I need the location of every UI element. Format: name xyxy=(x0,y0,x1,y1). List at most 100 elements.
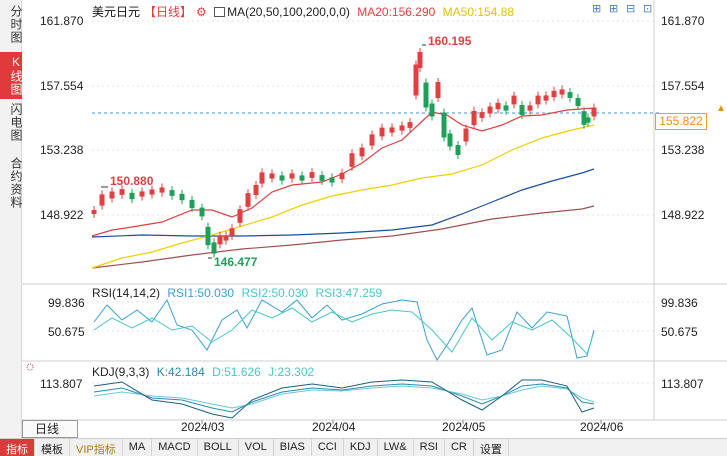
tab-rsi[interactable]: RSI xyxy=(414,439,445,456)
candle-body xyxy=(543,95,549,101)
right-axis-label: 148.922 xyxy=(661,208,705,222)
tab-cr[interactable]: CR xyxy=(445,439,474,456)
grid xyxy=(92,20,654,384)
kdj-settings-icon[interactable] xyxy=(26,363,34,371)
candle-body xyxy=(551,90,557,98)
candle-body xyxy=(91,210,97,214)
candle-body xyxy=(503,105,509,111)
candle-body xyxy=(407,122,413,128)
date-label: 2024/05 xyxy=(442,420,486,434)
candle-body xyxy=(149,189,155,195)
candle-body xyxy=(159,187,165,193)
candle-body xyxy=(205,226,211,246)
candle-body xyxy=(413,64,419,96)
candle-body xyxy=(329,177,335,183)
candle-body xyxy=(349,153,355,167)
candle-body xyxy=(585,117,591,123)
price-up-arrow-icon: ▲ xyxy=(716,103,726,114)
period-selector[interactable]: 日线 xyxy=(22,420,78,438)
tab-indicators[interactable]: 指标 xyxy=(0,439,35,456)
candle-body xyxy=(441,112,447,138)
kdj-legend: KDJ(9,3,3) K:42.184 D:51.626 J:23.302 xyxy=(92,365,318,379)
date-label: 2024/03 xyxy=(181,420,225,434)
tab-contract-info[interactable]: 合约资料 xyxy=(9,157,23,209)
tab-time-share[interactable]: 分时图 xyxy=(9,5,23,44)
tab-bias[interactable]: BIAS xyxy=(274,439,312,456)
rsi1-value: RSI1:50.030 xyxy=(167,286,235,300)
zoom-out-icon[interactable]: ⊟ xyxy=(626,3,636,15)
candle-body xyxy=(369,134,375,146)
candle-body xyxy=(591,107,597,117)
candle-body xyxy=(223,235,229,241)
kdj-k-line xyxy=(93,383,595,413)
right-axis-label: 157.554 xyxy=(661,79,705,93)
candle-body xyxy=(567,92,573,98)
kdj-k-value: K:42.184 xyxy=(156,365,205,379)
candle-body xyxy=(511,95,517,105)
candle-body xyxy=(339,172,345,180)
ma200-line xyxy=(91,205,595,269)
candle-body xyxy=(259,172,265,184)
zoom-in-icon[interactable]: ⊞ xyxy=(609,3,619,15)
ma20-value: MA20:156.290 xyxy=(357,5,436,19)
candle-body xyxy=(575,97,581,107)
candle-body xyxy=(217,235,223,245)
candle-body xyxy=(417,52,423,68)
rsi-right-axis: 99.836 xyxy=(661,296,698,310)
left-axis-label: 148.922 xyxy=(40,208,84,222)
tab-vol[interactable]: VOL xyxy=(239,439,274,456)
tab-lw[interactable]: LW& xyxy=(378,439,414,456)
crosshair-icon[interactable]: ⊞ xyxy=(592,3,602,15)
tab-templates[interactable]: 模板 xyxy=(35,439,70,456)
chart-canvas[interactable]: 160.195 150.880 146.477 2024/03 2024/04 … xyxy=(22,0,727,438)
tab-boll[interactable]: BOLL xyxy=(198,439,239,456)
candle-body xyxy=(463,128,469,142)
fullscreen-icon[interactable]: ⊡ xyxy=(643,3,653,15)
candle-body xyxy=(581,111,587,125)
left-high-annotation: 150.880 xyxy=(110,174,154,188)
date-label: 2024/06 xyxy=(580,420,624,434)
candle-body xyxy=(189,199,195,209)
tab-vip-indicators[interactable]: VIP指标 xyxy=(70,439,123,456)
indicator-tab-bar: 指标 模板 VIP指标 MA MACD BOLL VOL BIAS CCI KD… xyxy=(0,438,727,456)
tab-lightning[interactable]: 闪电图 xyxy=(9,103,23,142)
high-annotation: 160.195 xyxy=(428,34,472,48)
candle-body xyxy=(487,106,493,114)
right-axis-label: 161.870 xyxy=(661,14,705,28)
rsi-line-2 xyxy=(93,307,595,355)
candle-body xyxy=(269,173,275,179)
instrument-name: 美元日元 xyxy=(92,5,141,19)
tab-kdj[interactable]: KDJ xyxy=(344,439,378,456)
candlesticks xyxy=(91,48,597,258)
candle-body xyxy=(399,125,405,131)
rsi-label: RSI(14,14,2) xyxy=(92,286,161,300)
tab-kline[interactable]: K线图 xyxy=(0,52,23,99)
candle-body xyxy=(435,82,441,98)
kdj-d-value: D:51.626 xyxy=(212,365,261,379)
candle-body xyxy=(379,127,385,137)
ma20-line xyxy=(91,107,595,237)
left-rail: 分时图 K线图 闪电图 合约资料 xyxy=(0,0,23,438)
ma-legend: 美元日元 【日线】 ⚙ MA(20,50,100,200,0,0) MA20:156… xyxy=(92,3,518,20)
kdj-left-axis: 113.807 xyxy=(40,377,83,391)
tab-settings[interactable]: 设置 xyxy=(474,439,509,456)
tab-cci[interactable]: CCI xyxy=(312,439,344,456)
rsi2-value: RSI2:50.030 xyxy=(241,286,309,300)
ma-toggle-icon[interactable] xyxy=(214,7,226,17)
candle-body xyxy=(309,172,315,178)
candle-body xyxy=(359,147,365,157)
rsi3-value: RSI3:47.259 xyxy=(315,286,383,300)
rsi-left-axis: 99.836 xyxy=(48,296,85,310)
candle-body xyxy=(99,194,105,206)
candle-body xyxy=(279,175,285,181)
candle-body xyxy=(455,145,461,155)
candle-body xyxy=(253,185,259,195)
kdj-label: KDJ(9,3,3) xyxy=(92,365,150,379)
left-axis-label: 157.554 xyxy=(40,79,84,93)
candle-body xyxy=(519,105,525,115)
settings-icon[interactable]: ⚙ xyxy=(196,5,207,19)
candle-body xyxy=(289,173,295,179)
tab-macd[interactable]: MACD xyxy=(152,439,198,456)
tab-ma[interactable]: MA xyxy=(123,439,153,456)
candle-body xyxy=(109,191,115,199)
